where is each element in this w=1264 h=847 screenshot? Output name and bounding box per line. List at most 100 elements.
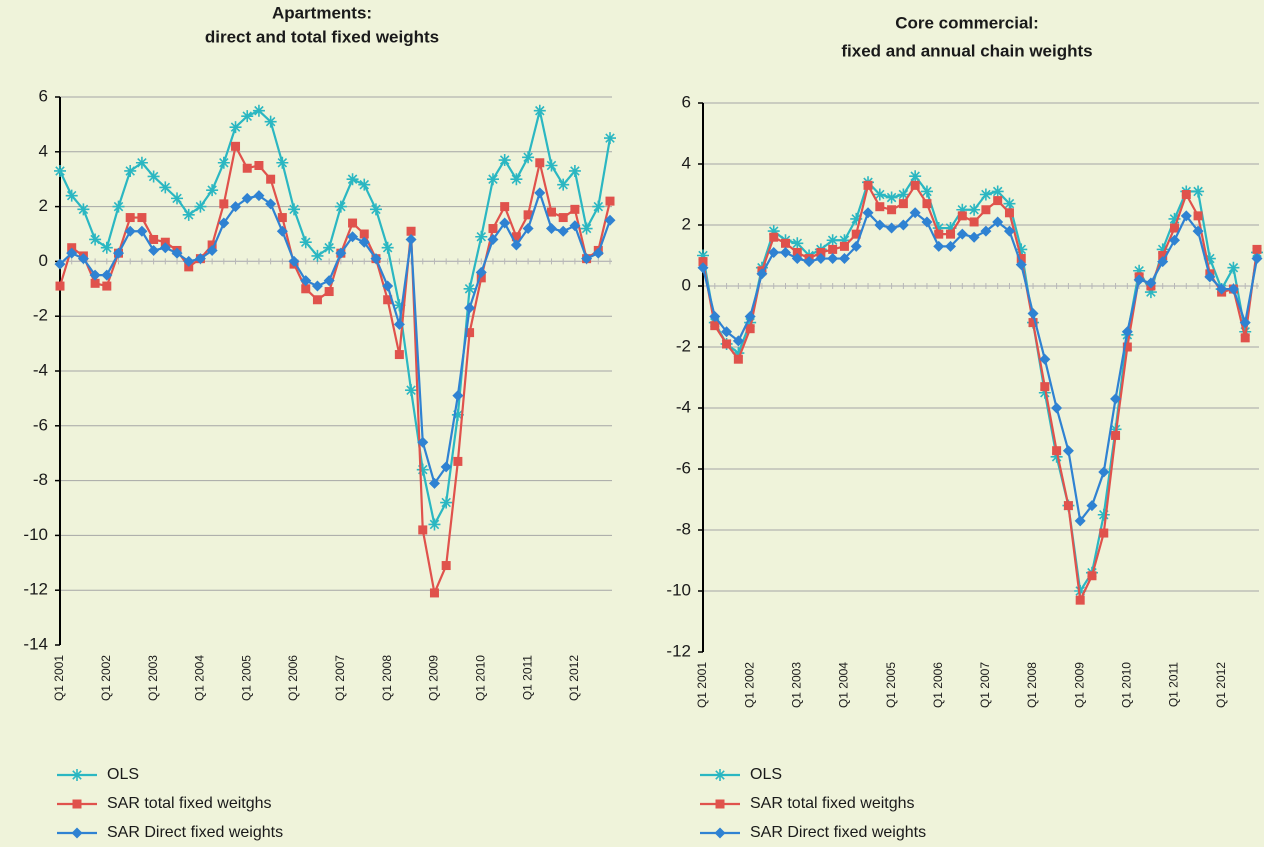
marker bbox=[1203, 252, 1216, 265]
marker bbox=[1193, 211, 1203, 221]
x-tick-label: Q1 2006 bbox=[286, 655, 300, 701]
chart-title: Apartments: bbox=[272, 3, 372, 22]
marker bbox=[1168, 234, 1180, 246]
marker bbox=[475, 230, 488, 243]
marker bbox=[744, 311, 756, 322]
marker bbox=[77, 253, 89, 265]
y-tick-label: 2 bbox=[682, 214, 691, 233]
marker bbox=[381, 241, 394, 254]
marker bbox=[487, 233, 499, 245]
marker bbox=[1169, 223, 1179, 233]
marker bbox=[570, 204, 580, 214]
marker bbox=[873, 188, 886, 201]
marker bbox=[124, 164, 137, 177]
marker bbox=[54, 164, 66, 177]
marker bbox=[311, 280, 323, 292]
marker bbox=[993, 196, 1003, 206]
marker bbox=[136, 225, 148, 237]
marker bbox=[194, 200, 207, 213]
marker bbox=[887, 205, 897, 215]
marker bbox=[1181, 190, 1191, 199]
y-tick-label: -2 bbox=[33, 306, 48, 325]
marker bbox=[276, 225, 288, 237]
marker bbox=[347, 231, 359, 243]
marker bbox=[1050, 450, 1063, 463]
y-tick-label: 2 bbox=[39, 196, 48, 215]
marker bbox=[323, 241, 336, 254]
marker bbox=[300, 275, 312, 287]
marker bbox=[219, 199, 229, 209]
marker bbox=[885, 191, 898, 204]
marker bbox=[346, 173, 359, 186]
marker bbox=[791, 253, 803, 265]
x-tick-label: Q1 2005 bbox=[239, 655, 253, 701]
marker bbox=[125, 213, 135, 223]
chart-title: Core commercial: bbox=[895, 13, 1039, 32]
marker bbox=[1099, 528, 1109, 538]
marker bbox=[206, 184, 219, 197]
marker bbox=[732, 335, 744, 347]
legend-marker bbox=[714, 769, 726, 781]
marker bbox=[605, 196, 615, 206]
x-tick-label: Q1 2005 bbox=[884, 662, 898, 708]
marker bbox=[910, 180, 920, 190]
marker bbox=[358, 236, 370, 248]
marker bbox=[89, 233, 102, 246]
marker bbox=[124, 225, 136, 237]
marker bbox=[1111, 430, 1121, 440]
marker bbox=[230, 201, 242, 213]
x-tick-label: Q1 2001 bbox=[695, 662, 709, 708]
marker bbox=[934, 229, 944, 239]
marker bbox=[1110, 393, 1122, 405]
x-tick-label: Q1 2007 bbox=[978, 662, 992, 708]
marker bbox=[370, 253, 382, 265]
marker bbox=[969, 217, 979, 227]
marker bbox=[697, 249, 709, 262]
marker bbox=[1015, 259, 1027, 271]
x-tick-label: Q1 2003 bbox=[789, 662, 803, 708]
x-tick-label: Q1 2001 bbox=[52, 655, 66, 701]
marker bbox=[721, 326, 733, 338]
marker bbox=[533, 104, 546, 117]
marker bbox=[756, 268, 768, 280]
series-line bbox=[701, 211, 1259, 522]
x-tick-label: Q1 2004 bbox=[193, 655, 207, 701]
marker bbox=[592, 200, 605, 213]
marker bbox=[709, 311, 721, 322]
marker bbox=[815, 253, 827, 265]
marker bbox=[393, 318, 405, 330]
marker bbox=[299, 236, 312, 249]
marker bbox=[946, 229, 956, 239]
marker bbox=[944, 222, 957, 235]
marker bbox=[348, 218, 358, 228]
marker bbox=[1239, 317, 1251, 329]
x-tick-label: Q1 2012 bbox=[1214, 662, 1228, 708]
marker bbox=[826, 234, 839, 247]
marker bbox=[981, 205, 991, 215]
marker bbox=[183, 255, 195, 267]
marker bbox=[898, 199, 908, 209]
marker bbox=[956, 203, 969, 216]
marker bbox=[1003, 197, 1016, 210]
marker bbox=[440, 461, 452, 473]
marker bbox=[1204, 271, 1216, 283]
x-tick-label: Q1 2007 bbox=[333, 655, 347, 701]
marker bbox=[359, 229, 369, 239]
marker bbox=[416, 463, 429, 476]
marker bbox=[1157, 256, 1169, 268]
marker bbox=[276, 156, 289, 169]
marker bbox=[1039, 353, 1051, 365]
chart-subtitle: direct and total fixed weights bbox=[205, 27, 439, 46]
marker bbox=[1097, 508, 1110, 521]
marker bbox=[1098, 466, 1110, 478]
marker bbox=[135, 156, 148, 169]
marker bbox=[768, 246, 780, 258]
marker bbox=[921, 216, 933, 228]
legend-marker bbox=[71, 827, 83, 839]
marker bbox=[1192, 185, 1205, 198]
marker bbox=[922, 199, 932, 209]
y-tick-label: -12 bbox=[23, 580, 48, 599]
x-tick-label: Q1 2009 bbox=[427, 655, 441, 701]
legend-label: SAR total fixed weitghs bbox=[107, 795, 272, 812]
marker bbox=[264, 115, 277, 128]
